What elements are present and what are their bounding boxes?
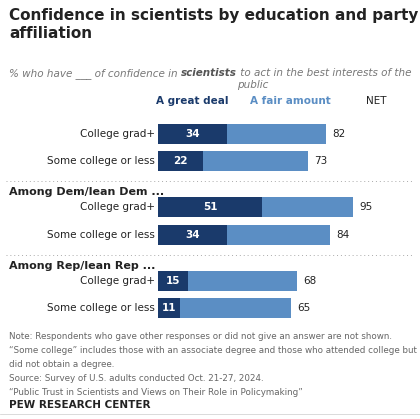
Text: Source: Survey of U.S. adults conducted Oct. 21-27, 2024.: Source: Survey of U.S. adults conducted … xyxy=(9,374,264,383)
FancyBboxPatch shape xyxy=(180,298,291,318)
FancyBboxPatch shape xyxy=(158,225,228,245)
Text: Among Dem/lean Dem ...: Among Dem/lean Dem ... xyxy=(9,187,164,197)
Text: PEW RESEARCH CENTER: PEW RESEARCH CENTER xyxy=(9,400,151,410)
Text: 22: 22 xyxy=(173,156,187,166)
Text: Some college or less: Some college or less xyxy=(47,303,155,313)
Text: “Public Trust in Scientists and Views on Their Role in Policymaking”: “Public Trust in Scientists and Views on… xyxy=(9,388,303,397)
FancyBboxPatch shape xyxy=(158,151,203,171)
FancyBboxPatch shape xyxy=(189,271,297,291)
Text: A great deal: A great deal xyxy=(156,96,229,106)
Text: % who have ___ of confidence in: % who have ___ of confidence in xyxy=(9,68,181,79)
Text: 11: 11 xyxy=(162,303,176,313)
Text: College grad+: College grad+ xyxy=(79,129,155,139)
Text: 51: 51 xyxy=(203,202,217,212)
Text: 34: 34 xyxy=(185,230,200,240)
Text: did not obtain a degree.: did not obtain a degree. xyxy=(9,360,115,369)
Text: 15: 15 xyxy=(165,276,180,286)
FancyBboxPatch shape xyxy=(158,298,180,318)
Text: to act in the best interests of the
public: to act in the best interests of the publ… xyxy=(237,68,412,91)
FancyBboxPatch shape xyxy=(262,197,353,217)
FancyBboxPatch shape xyxy=(228,225,331,245)
Text: Some college or less: Some college or less xyxy=(47,156,155,166)
Text: “Some college” includes those with an associate degree and those who attended co: “Some college” includes those with an as… xyxy=(9,346,417,355)
Text: scientists: scientists xyxy=(181,68,237,78)
FancyBboxPatch shape xyxy=(228,124,326,144)
Text: College grad+: College grad+ xyxy=(79,202,155,212)
FancyBboxPatch shape xyxy=(203,151,308,171)
Text: 95: 95 xyxy=(360,202,373,212)
Text: 68: 68 xyxy=(304,276,317,286)
FancyBboxPatch shape xyxy=(158,124,228,144)
Text: Confidence in scientists by education and party
affiliation: Confidence in scientists by education an… xyxy=(9,8,419,41)
FancyBboxPatch shape xyxy=(158,271,189,291)
Text: 65: 65 xyxy=(297,303,311,313)
FancyBboxPatch shape xyxy=(158,197,262,217)
Text: 73: 73 xyxy=(314,156,327,166)
Text: 84: 84 xyxy=(337,230,350,240)
Text: Note: Respondents who gave other responses or did not give an answer are not sho: Note: Respondents who gave other respons… xyxy=(9,332,392,341)
Text: NET: NET xyxy=(366,96,386,106)
Text: 82: 82 xyxy=(333,129,346,139)
Text: 34: 34 xyxy=(185,129,200,139)
Text: College grad+: College grad+ xyxy=(79,276,155,286)
Text: Among Rep/lean Rep ...: Among Rep/lean Rep ... xyxy=(9,261,156,271)
Text: A fair amount: A fair amount xyxy=(250,96,331,106)
Text: Some college or less: Some college or less xyxy=(47,230,155,240)
